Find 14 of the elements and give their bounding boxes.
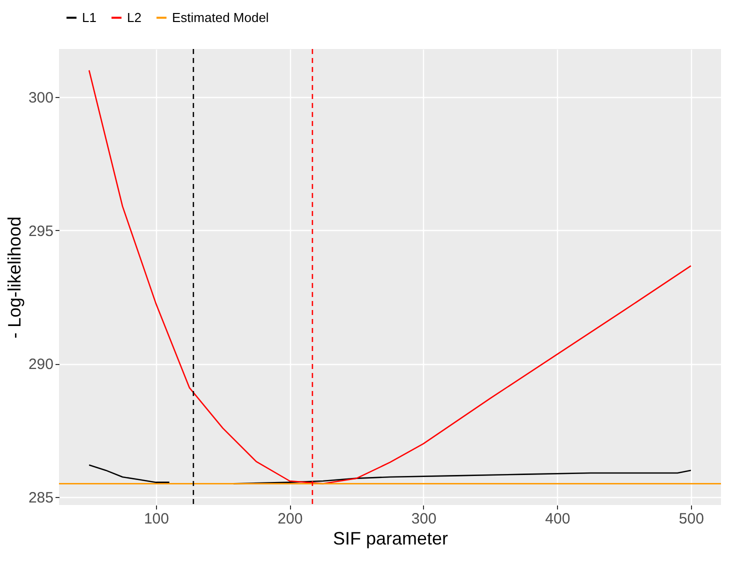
legend-label: L1 — [82, 10, 96, 25]
x-axis-title: SIF parameter — [332, 528, 448, 548]
x-tick-label: 100 — [144, 510, 169, 528]
y-tick-label: 295 — [28, 222, 54, 240]
y-tick-label: 290 — [28, 356, 54, 374]
y-tick-label: 285 — [28, 490, 54, 506]
y-axis-title: - Log-likelihood — [4, 216, 24, 339]
legend-label: Estimated Model — [172, 10, 269, 25]
x-tick-label: 400 — [545, 510, 570, 528]
x-tick-label: 200 — [278, 510, 303, 528]
x-tick-label: 300 — [411, 510, 436, 528]
legend-label: L2 — [127, 10, 142, 25]
y-tick-label: 300 — [28, 90, 54, 106]
x-tick-label: 500 — [678, 510, 704, 528]
